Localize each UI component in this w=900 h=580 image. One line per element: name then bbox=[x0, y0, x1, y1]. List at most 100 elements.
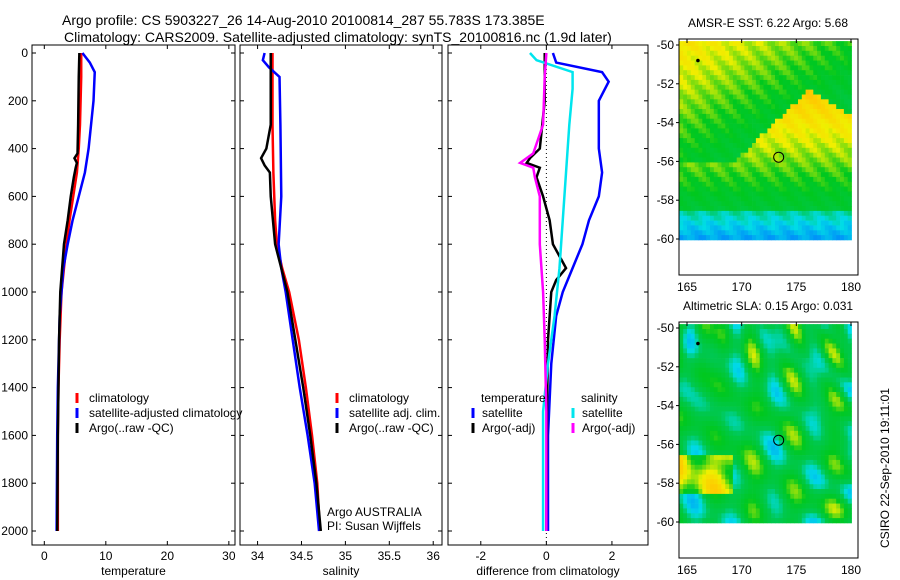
map-cell bbox=[698, 343, 703, 349]
map-cell bbox=[801, 99, 806, 105]
map-cell bbox=[763, 518, 768, 524]
map-cell bbox=[679, 479, 684, 485]
map-cell bbox=[794, 70, 799, 76]
map-cell bbox=[782, 377, 787, 383]
map-cell bbox=[748, 79, 753, 86]
map-cell bbox=[809, 225, 814, 231]
map-cell bbox=[836, 329, 841, 335]
map-cell bbox=[690, 358, 695, 364]
map-cell bbox=[717, 358, 722, 364]
map-cell bbox=[832, 406, 837, 412]
map-cell bbox=[840, 138, 845, 144]
map-cell bbox=[729, 128, 734, 134]
map-cell bbox=[782, 181, 787, 187]
map-cell bbox=[843, 50, 849, 56]
map-cell bbox=[798, 503, 803, 509]
map-cell bbox=[736, 416, 741, 422]
map-cell bbox=[813, 411, 818, 417]
map-cell bbox=[775, 401, 780, 407]
map-cell bbox=[755, 186, 761, 192]
map-cell bbox=[847, 329, 852, 335]
map-cell bbox=[702, 118, 707, 124]
map-cell bbox=[790, 464, 795, 470]
map-cell bbox=[782, 109, 787, 115]
map-cell bbox=[820, 196, 826, 202]
map-cell bbox=[679, 172, 684, 178]
map-cell bbox=[836, 445, 841, 451]
map-cell bbox=[706, 329, 711, 335]
map-cell bbox=[801, 382, 806, 388]
map-cell bbox=[809, 435, 814, 441]
map-cell bbox=[725, 60, 730, 66]
map-cell bbox=[748, 118, 753, 124]
map-cell bbox=[763, 186, 768, 192]
map-cell bbox=[817, 94, 822, 100]
map-cell bbox=[824, 172, 829, 178]
map-cell bbox=[771, 41, 776, 47]
map-cell bbox=[721, 387, 726, 393]
map-cell bbox=[767, 191, 772, 197]
y-tick-label: -54 bbox=[657, 116, 675, 130]
map-cell bbox=[732, 329, 738, 335]
map-cell bbox=[832, 377, 837, 383]
map-cell bbox=[752, 358, 757, 364]
map-cell bbox=[736, 157, 741, 163]
map-cell bbox=[736, 343, 741, 349]
map-cell bbox=[843, 479, 849, 485]
map-cell bbox=[767, 464, 772, 470]
annotation-text: Argo AUSTRALIA bbox=[327, 505, 422, 519]
map-cell bbox=[702, 362, 707, 369]
map-cell bbox=[771, 55, 776, 61]
map-cell bbox=[775, 406, 780, 412]
map-cell bbox=[736, 392, 741, 398]
map-cell bbox=[721, 426, 726, 432]
map-cell bbox=[748, 186, 753, 192]
map-cell bbox=[748, 220, 753, 226]
map-cell bbox=[809, 367, 814, 373]
map-cell bbox=[763, 210, 768, 217]
map-cell bbox=[824, 181, 829, 187]
map-cell bbox=[736, 89, 741, 95]
map-cell bbox=[832, 329, 837, 335]
map-cell bbox=[736, 215, 741, 221]
map-cell bbox=[805, 426, 810, 432]
map-cell bbox=[813, 123, 818, 129]
map-cell bbox=[836, 474, 841, 480]
x-tick-label: -2 bbox=[475, 549, 486, 563]
map-cell bbox=[713, 55, 718, 61]
map-cell bbox=[740, 358, 745, 364]
map-cell bbox=[805, 118, 810, 124]
map-cell bbox=[832, 508, 837, 514]
map-cell bbox=[790, 508, 795, 514]
map-cell bbox=[755, 104, 761, 110]
map-cell bbox=[752, 435, 757, 441]
map-cell bbox=[771, 128, 776, 134]
map-cell bbox=[702, 450, 707, 456]
map-cell bbox=[687, 324, 692, 330]
map-cell bbox=[817, 235, 822, 241]
map-cell bbox=[694, 176, 699, 183]
map-cell bbox=[698, 377, 703, 383]
map-cell bbox=[679, 162, 684, 168]
map-cell bbox=[732, 392, 738, 398]
map-cell bbox=[710, 489, 715, 495]
map-cell bbox=[679, 396, 684, 403]
map-cell bbox=[805, 362, 810, 369]
map-cell bbox=[813, 382, 818, 388]
map-cell bbox=[690, 186, 695, 192]
map-cell bbox=[752, 235, 757, 241]
map-cell bbox=[798, 215, 803, 221]
map-cell bbox=[809, 426, 814, 432]
map-cell bbox=[820, 220, 826, 226]
map-cell bbox=[687, 348, 692, 354]
map-cell bbox=[717, 191, 722, 197]
map-cell bbox=[786, 392, 791, 398]
map-cell bbox=[717, 353, 722, 359]
map-cell bbox=[767, 411, 772, 417]
map-cell bbox=[836, 508, 841, 514]
map-cell bbox=[736, 474, 741, 480]
map-cell bbox=[752, 343, 757, 349]
map-cell bbox=[725, 508, 730, 514]
map-cell bbox=[786, 358, 791, 364]
